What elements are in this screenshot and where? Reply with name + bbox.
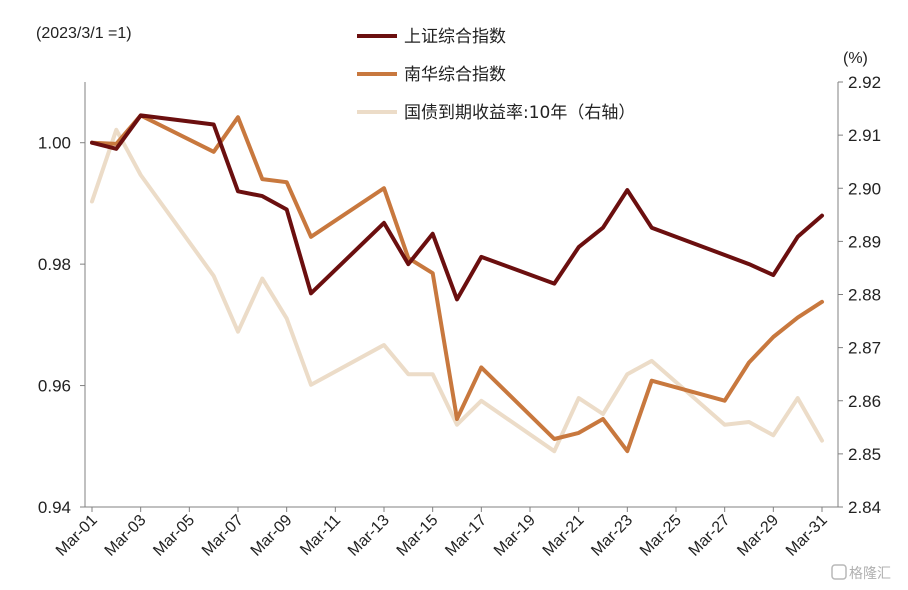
right-y-tick-label: 2.87 [848, 339, 881, 358]
left-y-tick-label: 0.94 [38, 498, 71, 517]
x-tick-label: Mar-15 [394, 512, 442, 560]
x-tick-label: Mar-31 [783, 512, 831, 560]
watermark: 格隆汇 [831, 564, 891, 582]
right-y-tick-label: 2.89 [848, 232, 881, 251]
left-y-tick-label: 0.96 [38, 377, 71, 396]
right-y-tick-label: 2.88 [848, 286, 881, 305]
gelonghui-logo-icon [831, 564, 847, 580]
right-y-tick-label: 2.84 [848, 498, 881, 517]
series-line-1 [90, 113, 824, 454]
series-line-2 [90, 127, 824, 454]
legend-label: 南华综合指数 [404, 65, 506, 85]
left-y-tick-label: 1.00 [38, 134, 71, 153]
right-y-tick-label: 2.86 [848, 392, 881, 411]
x-tick-label: Mar-27 [686, 512, 734, 560]
x-tick-label: Mar-29 [734, 512, 782, 560]
x-tick-label: Mar-09 [248, 512, 296, 560]
x-tick-label: Mar-17 [442, 512, 490, 560]
series-line-0 [90, 113, 824, 302]
x-tick-label: Mar-23 [588, 512, 636, 560]
x-tick-label: Mar-13 [345, 512, 393, 560]
right-axis-note: (%) [843, 50, 868, 67]
x-tick-label: Mar-07 [199, 512, 247, 560]
x-tick-label: Mar-01 [53, 512, 101, 560]
legend-label: 国债到期收益率:10年（右轴） [404, 103, 635, 123]
left-axis-note: (2023/3/1 =1) [36, 25, 132, 42]
legend-label: 上证综合指数 [404, 27, 506, 47]
right-y-tick-label: 2.85 [848, 445, 881, 464]
x-tick-label: Mar-03 [102, 512, 150, 560]
right-y-tick-label: 2.91 [848, 126, 881, 145]
x-tick-label: Mar-19 [491, 512, 539, 560]
right-y-tick-label: 2.92 [848, 73, 881, 92]
left-y-tick-label: 0.98 [38, 255, 71, 274]
x-tick-label: Mar-05 [150, 512, 198, 560]
right-y-tick-label: 2.90 [848, 179, 881, 198]
watermark-text: 格隆汇 [849, 566, 891, 582]
x-tick-label: Mar-21 [540, 512, 588, 560]
x-tick-label: Mar-11 [297, 512, 344, 559]
x-tick-label: Mar-25 [637, 512, 685, 560]
